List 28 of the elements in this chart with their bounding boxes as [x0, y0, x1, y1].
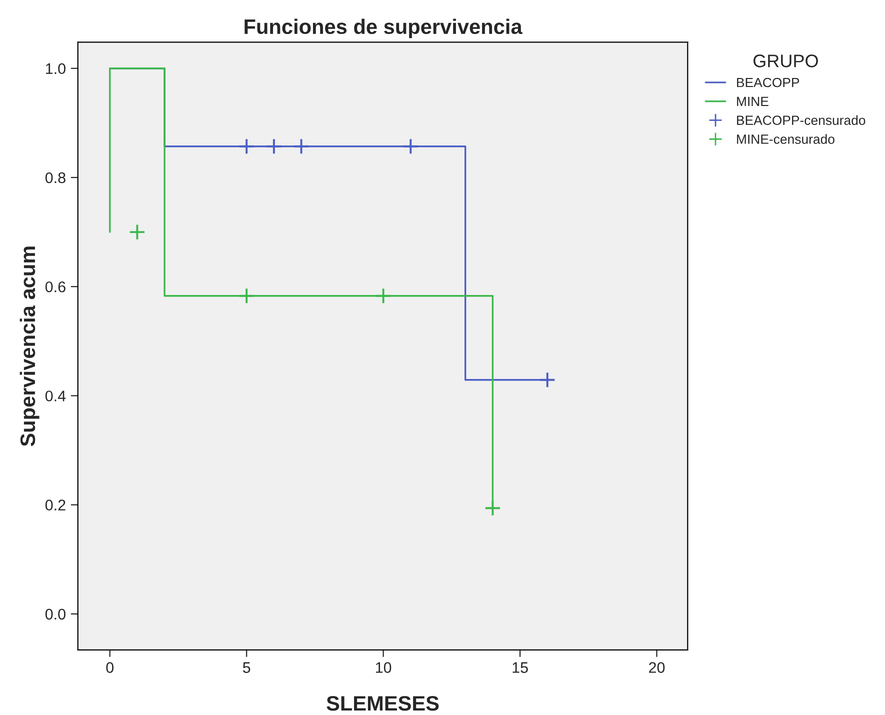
y-tick-label: 0.2 — [45, 500, 66, 511]
y-axis-title: Supervivencia acum — [20, 246, 40, 446]
x-tick-label: 0 — [106, 662, 114, 673]
x-tick-label: 15 — [512, 662, 528, 673]
y-tick-label: 0.0 — [45, 608, 66, 620]
legend-label: BEACOPP-censurado — [737, 115, 866, 125]
point — [128, 224, 146, 240]
y-tick-label: 0.8 — [45, 172, 66, 184]
legend-title: GRUPO — [753, 54, 818, 68]
x-axis-title: SLEMESES — [326, 696, 439, 711]
y-tick-label: 0.6 — [45, 281, 66, 292]
point — [238, 138, 255, 155]
point — [375, 288, 392, 304]
x-tick-label: 5 — [242, 662, 250, 673]
point — [293, 138, 310, 155]
y-tick-label: 0.4 — [45, 390, 66, 402]
point — [266, 138, 282, 155]
y-tick-label: 1.0 — [46, 63, 66, 74]
chart-title: Funciones de supervivencia — [244, 18, 522, 38]
x-tick-label: 20 — [649, 662, 665, 673]
x-tick-label: 10 — [376, 662, 392, 673]
point — [484, 500, 501, 516]
legend-label: MINE-censurado — [737, 134, 834, 144]
point — [238, 288, 255, 304]
legend-label: MINE — [737, 96, 768, 106]
legend-label: BEACOPP — [737, 78, 800, 88]
point — [539, 372, 556, 388]
point — [402, 138, 419, 155]
